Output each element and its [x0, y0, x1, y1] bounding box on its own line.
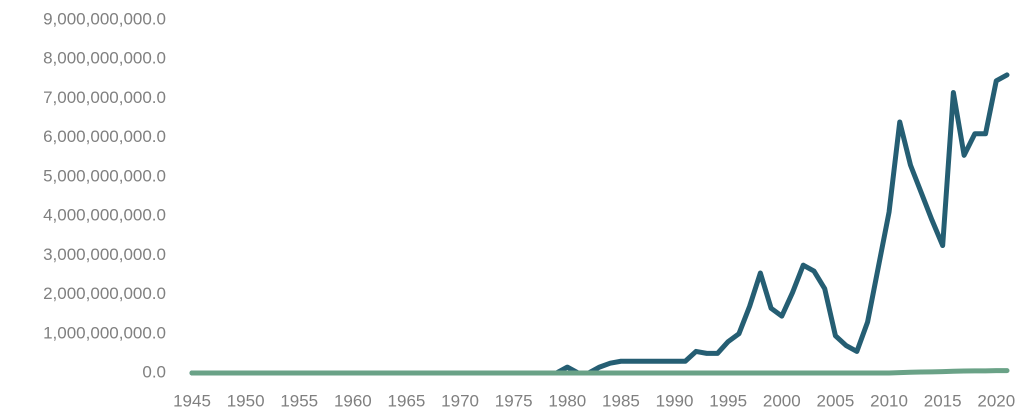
- x-tick-label: 2020: [977, 391, 1015, 410]
- x-tick-label: 1945: [173, 391, 211, 410]
- y-tick-label: 6,000,000,000.0: [43, 127, 166, 146]
- x-tick-label: 1990: [656, 391, 694, 410]
- y-tick-label: 7,000,000,000.0: [43, 88, 166, 107]
- y-tick-label: 0.0: [142, 362, 166, 381]
- y-tick-label: 9,000,000,000.0: [43, 9, 166, 28]
- y-tick-label: 3,000,000,000.0: [43, 245, 166, 264]
- x-tick-label: 1950: [227, 391, 265, 410]
- x-tick-label: 1955: [280, 391, 318, 410]
- x-tick-label: 2010: [870, 391, 908, 410]
- x-tick-label: 1975: [495, 391, 533, 410]
- y-tick-label: 4,000,000,000.0: [43, 206, 166, 225]
- y-tick-label: 8,000,000,000.0: [43, 49, 166, 68]
- x-tick-label: 2005: [817, 391, 855, 410]
- x-tick-label: 1995: [709, 391, 747, 410]
- y-tick-label: 5,000,000,000.0: [43, 166, 166, 185]
- x-tick-label: 1985: [602, 391, 640, 410]
- x-tick-label: 1970: [441, 391, 479, 410]
- series-line: [189, 368, 1010, 376]
- x-tick-label: 1980: [548, 391, 586, 410]
- series-line: [189, 72, 1010, 376]
- y-tick-label: 2,000,000,000.0: [43, 284, 166, 303]
- y-tick-label: 1,000,000,000.0: [43, 323, 166, 342]
- x-tick-label: 1960: [334, 391, 372, 410]
- x-tick-label: 1965: [388, 391, 426, 410]
- x-tick-label: 2000: [763, 391, 801, 410]
- x-tick-label: 2015: [924, 391, 962, 410]
